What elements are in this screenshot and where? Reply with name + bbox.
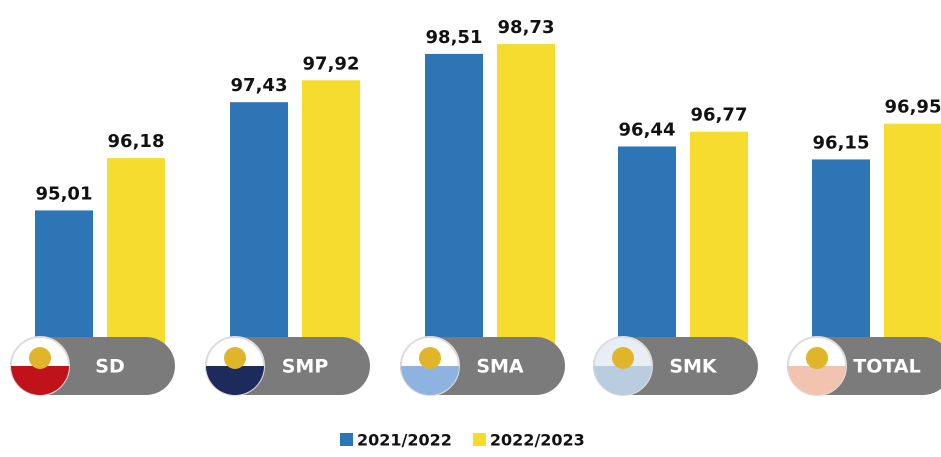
category-icon (224, 347, 246, 369)
value-label: 96,77 (691, 105, 748, 126)
category-label: SMK (669, 356, 718, 378)
category-icon (29, 347, 51, 369)
bar (107, 158, 165, 345)
bar (497, 44, 555, 345)
value-label: 98,51 (426, 27, 483, 48)
bar (812, 159, 870, 345)
value-label: 97,92 (303, 53, 360, 74)
category-label: SD (95, 356, 124, 378)
category-label: SMA (476, 356, 524, 378)
category-icon (419, 347, 441, 369)
bar (230, 102, 288, 345)
value-label: 96,15 (813, 132, 870, 153)
value-label: 96,95 (885, 97, 941, 118)
chart: 95,01 97,43 98,51 96,44 96,15 96,18 97,92 98,73… (0, 0, 941, 457)
value-label: 96,18 (108, 131, 165, 152)
value-label: 96,44 (619, 119, 676, 140)
bar (690, 132, 748, 345)
value-label: 97,43 (231, 75, 288, 96)
bar (618, 146, 676, 345)
category-icon (806, 347, 828, 369)
bar (302, 80, 360, 345)
category-label: TOTAL (853, 356, 920, 378)
bar (884, 124, 941, 345)
legend-swatch (340, 433, 353, 446)
value-label: 95,01 (36, 183, 93, 204)
category-icon (612, 347, 634, 369)
bar (35, 210, 93, 345)
value-label: 98,73 (498, 17, 555, 38)
category-label: SMP (282, 356, 329, 378)
legend-swatch (473, 433, 486, 446)
bar (425, 54, 483, 345)
legend-label: 2022/2023 (490, 431, 585, 450)
legend-label: 2021/2022 (357, 431, 452, 450)
